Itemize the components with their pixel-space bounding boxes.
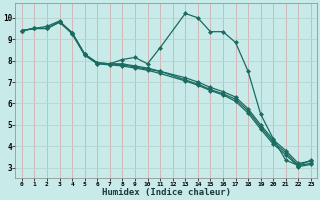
X-axis label: Humidex (Indice chaleur): Humidex (Indice chaleur) [102,188,231,197]
